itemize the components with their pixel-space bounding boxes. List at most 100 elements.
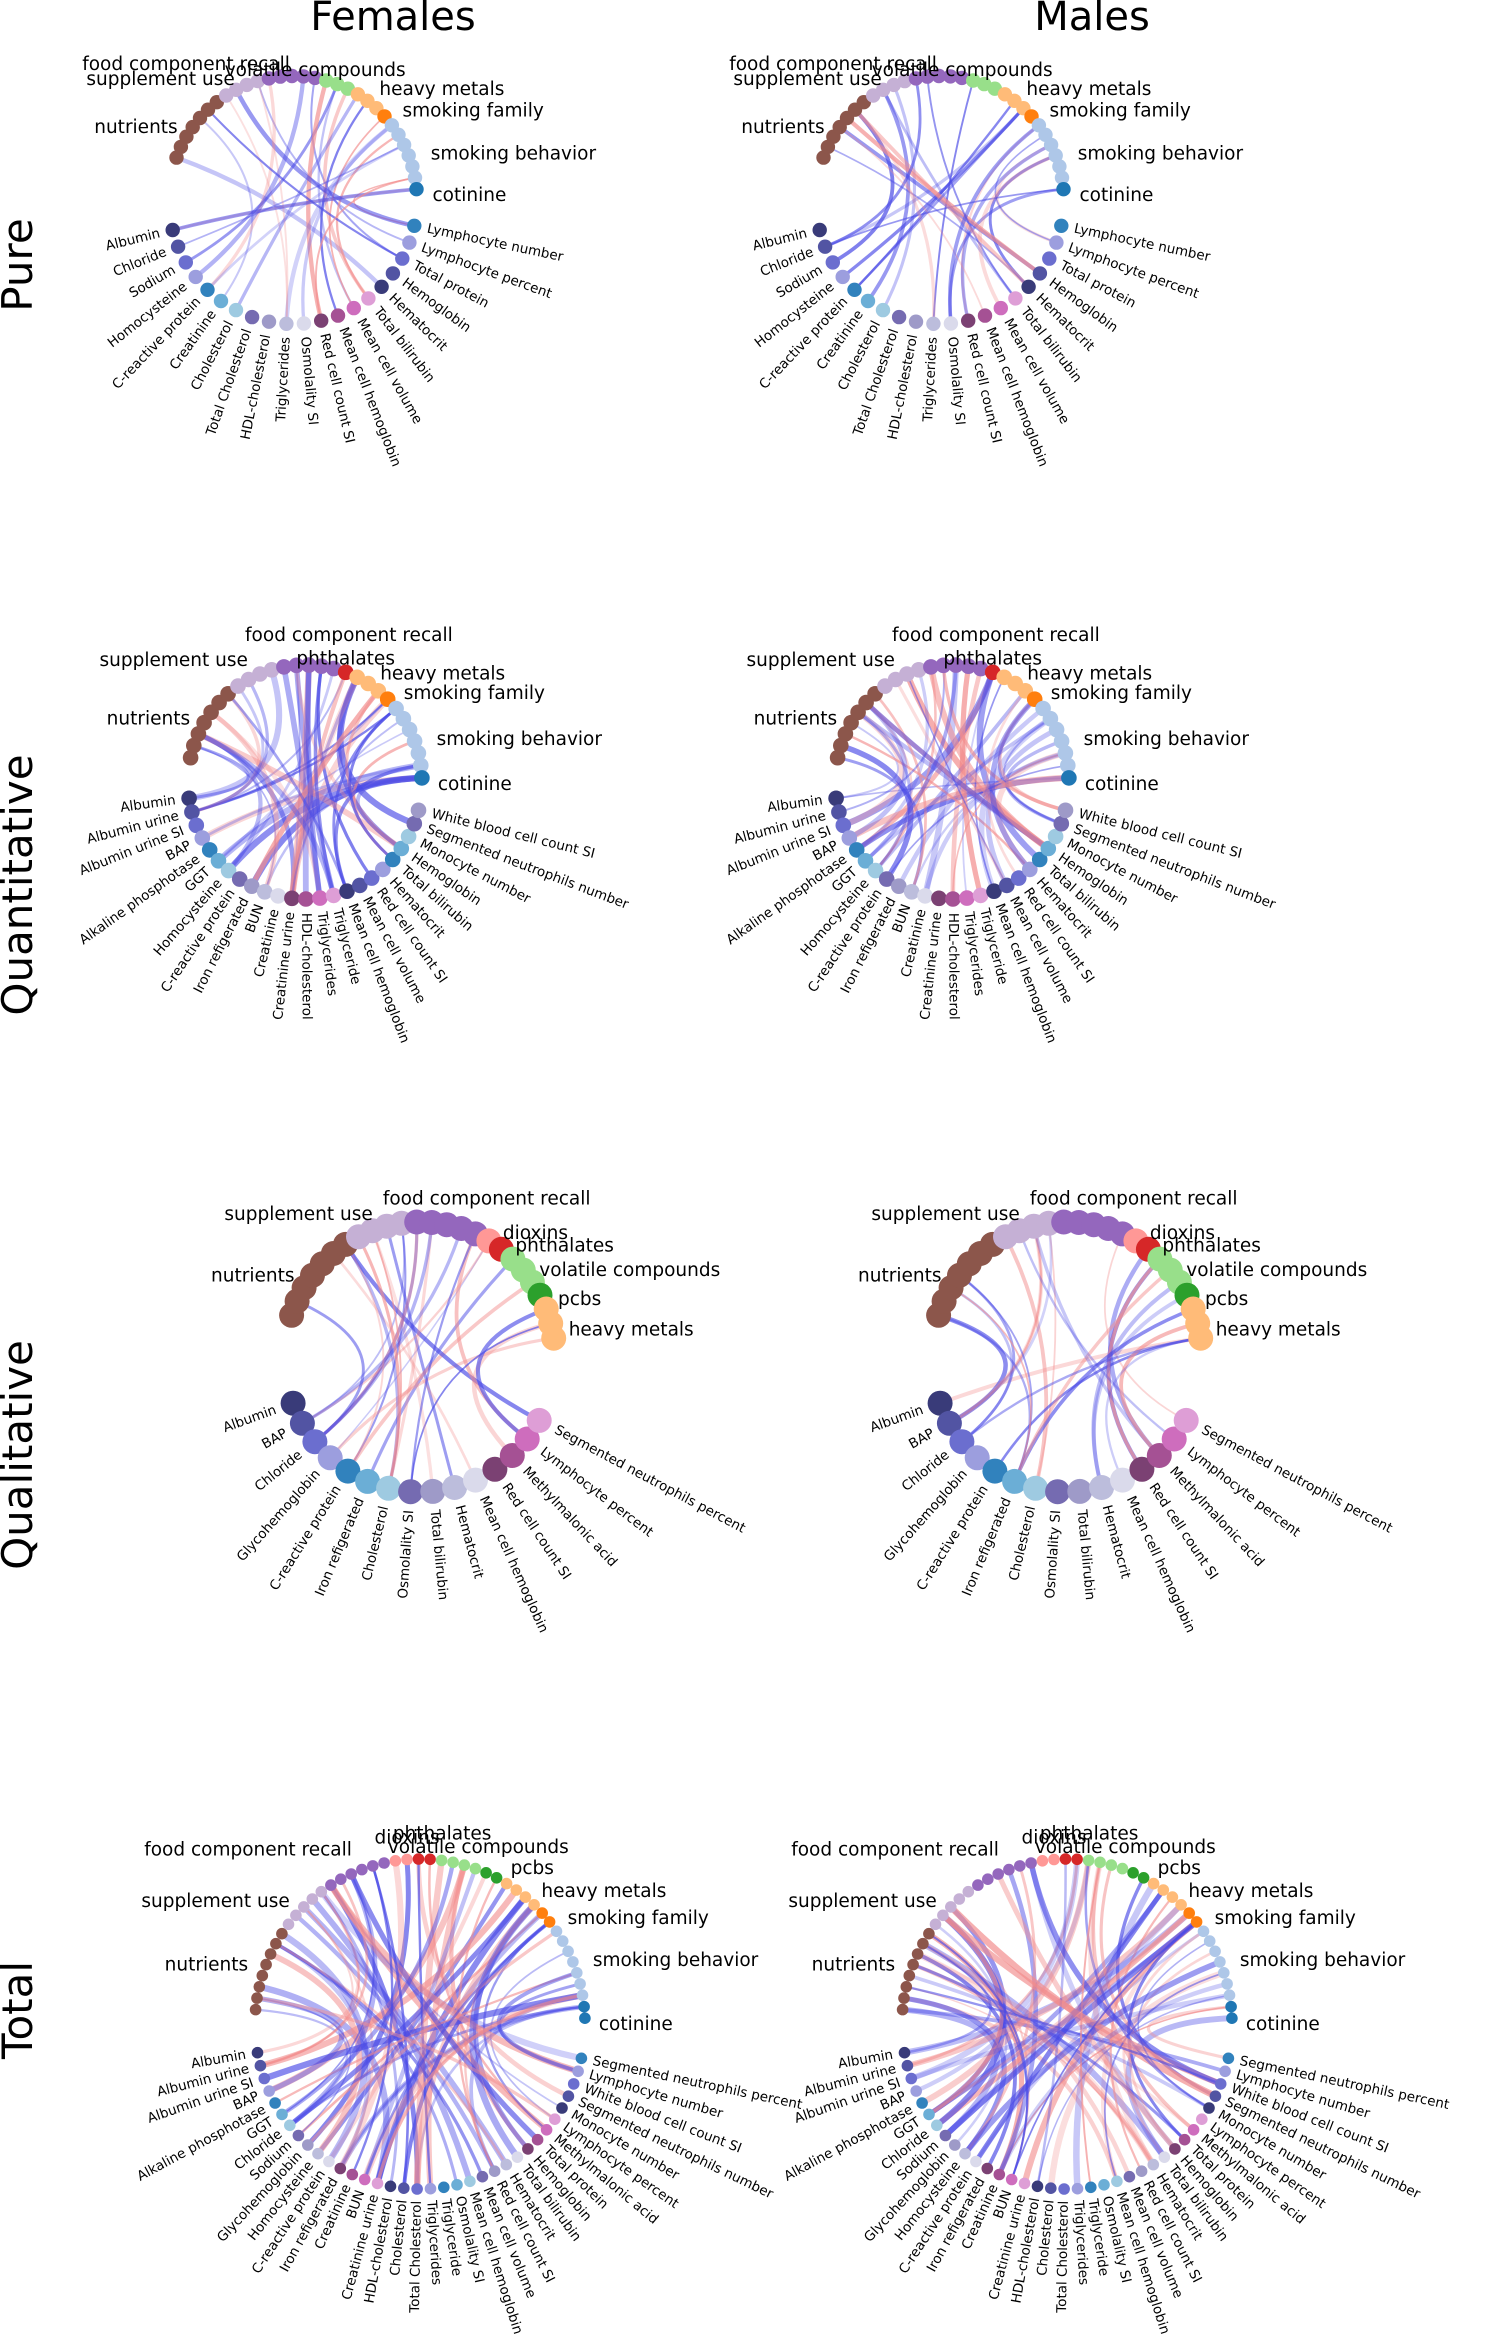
measurement-label-osmolality-si: Osmolality SI <box>1042 1510 1064 1600</box>
measurement-node-monocyte-number <box>1203 2102 1215 2114</box>
measurement-node-chloride <box>949 1429 975 1455</box>
chord-links <box>170 74 419 326</box>
measurement-node-creatinine <box>270 888 286 904</box>
exposure-node-supplement-use <box>298 1901 310 1913</box>
measurement-node-creatinine-urine <box>931 890 947 907</box>
measurement-node-osmolality-si <box>943 316 959 331</box>
chord-nodes <box>828 657 1077 907</box>
exposure-node-food-component-recall <box>908 71 924 86</box>
measurement-node-mean-cell-hemoglobin <box>1111 2175 1123 2188</box>
exposure-label-smoking-behavior: smoking behavior <box>1240 1950 1406 1971</box>
negative-association-chord <box>305 662 323 901</box>
exposure-node-food-component-recall <box>356 1863 368 1876</box>
exposure-node-smoking-behavior <box>562 1945 574 1958</box>
exposure-node-cotinine <box>1056 182 1071 197</box>
exposure-node-heavy-metals <box>500 1877 513 1890</box>
measurement-node-chloride <box>170 239 186 254</box>
positive-association-chord <box>934 1910 1192 2128</box>
exposure-node-heavy-metals <box>1175 1899 1187 1911</box>
negative-association-chord <box>863 716 1053 863</box>
exposure-node-supplement-use <box>945 1901 957 1913</box>
negative-association-chord <box>881 83 917 312</box>
measurement-label-hematocrit: Hematocrit <box>452 1503 487 1580</box>
exposure-label-volatile-compounds: volatile compounds <box>539 1260 720 1281</box>
measurement-node-total-bilirubin <box>384 851 401 868</box>
measurement-label-triglycerides: Triglycerides <box>423 2199 444 2286</box>
exposure-node-volatile-compounds <box>1116 1862 1129 1875</box>
negative-association-chord <box>278 1930 369 2165</box>
exposure-node-cotinine <box>1226 2012 1238 2024</box>
measurement-node-hematocrit <box>1022 861 1038 878</box>
measurement-node-triglycerides <box>279 316 294 331</box>
exposure-node-nutrients <box>898 1992 910 2004</box>
measurement-node-hdl-cholesterol <box>298 891 314 907</box>
negative-association-chord <box>319 1890 399 2188</box>
measurement-node-segmented-neutrophils-number <box>1209 2090 1222 2102</box>
negative-association-chord <box>193 744 277 893</box>
exposure-label-volatile-compounds: volatile compounds <box>1035 1837 1216 1858</box>
measurement-node-hemoglobin <box>385 266 401 281</box>
measurement-node-bap <box>194 830 211 846</box>
row-title-total: Total <box>0 1961 42 2060</box>
exposure-node-smoking-behavior <box>1057 745 1074 761</box>
negative-association-chord <box>962 1959 1223 2157</box>
measurement-node-albumin <box>898 2046 911 2059</box>
negative-association-chord <box>313 1220 434 1444</box>
exposure-node-food-component-recall <box>313 658 330 674</box>
measurement-node-lymphocyte-number <box>572 2065 584 2078</box>
negative-association-chord <box>190 707 398 814</box>
exposure-label-food-component-recall: food component recall <box>729 54 937 75</box>
exposure-node-supplement-use <box>899 666 915 682</box>
exposure-label-nutrients: nutrients <box>754 709 837 730</box>
measurement-node-homocysteine <box>867 862 884 879</box>
negative-association-chord <box>873 688 1028 873</box>
exposure-node-volatile-compounds <box>1094 1856 1106 1869</box>
exposure-node-smoking-behavior <box>567 1956 579 1968</box>
chord-nodes <box>896 1853 1238 2195</box>
measurement-node-lymphocyte-number <box>1054 218 1069 233</box>
exposure-node-food-component-recall <box>325 660 342 677</box>
exposure-node-smoking-behavior <box>1223 1989 1236 2001</box>
positive-association-chord <box>1088 1859 1157 2168</box>
measurement-node-lymphocyte-percent <box>514 1426 540 1452</box>
exposure-node-phthalates <box>424 1853 436 1866</box>
measurement-node-albumin-urine <box>831 804 847 820</box>
measurement-node-total-protein <box>395 251 410 266</box>
exposure-label-nutrients: nutrients <box>107 709 190 730</box>
exposure-node-nutrients <box>253 1981 266 1993</box>
measurement-node-iron-refigerated <box>981 2162 994 2175</box>
exposure-node-food-component-recall <box>273 69 288 84</box>
measurement-node-glycohemoglobin <box>964 1445 990 1471</box>
negative-association-chord <box>942 1901 1185 2139</box>
positive-association-chord <box>205 76 276 292</box>
negative-association-chord <box>170 187 419 232</box>
exposure-label-smoking-behavior: smoking behavior <box>1084 729 1250 750</box>
measurement-node-total-cholesterol <box>411 2183 423 2195</box>
negative-association-chord <box>1137 1940 1211 2109</box>
measurement-node-bun <box>358 2173 371 2186</box>
exposure-node-food-component-recall <box>923 659 939 675</box>
exposure-node-food-component-recall <box>276 659 292 675</box>
negative-association-chord <box>927 1932 1029 2181</box>
exposure-node-smoking-behavior <box>1048 148 1063 163</box>
chord-panel-qual-females: nutrients supplement use food component re… <box>211 1189 748 1636</box>
exposure-node-smoking-behavior <box>1197 1925 1210 1938</box>
exposure-node-smoking-behavior <box>406 733 423 749</box>
negative-association-chord <box>254 1995 345 2094</box>
negative-association-chord <box>196 731 296 901</box>
exposure-node-food-component-recall <box>1025 1857 1037 1869</box>
exposure-label-heavy-metals: heavy metals <box>380 664 505 685</box>
measurement-node-c-reactive-protein <box>323 2155 335 2168</box>
positive-association-chord <box>259 1877 369 2068</box>
exposure-label-heavy-metals: heavy metals <box>541 1881 666 1902</box>
exposure-node-food-component-recall <box>992 1868 1004 1880</box>
positive-association-chord <box>873 692 927 894</box>
row-title-pure: Pure <box>0 218 42 311</box>
measurement-label-albumin: Albumin <box>766 792 823 816</box>
exposure-node-nutrients <box>903 1969 916 1982</box>
exposure-label-heavy-metals: heavy metals <box>1026 79 1151 100</box>
measurement-node-creatinine <box>346 2168 359 2181</box>
exposure-node-nutrients <box>900 1981 913 1993</box>
